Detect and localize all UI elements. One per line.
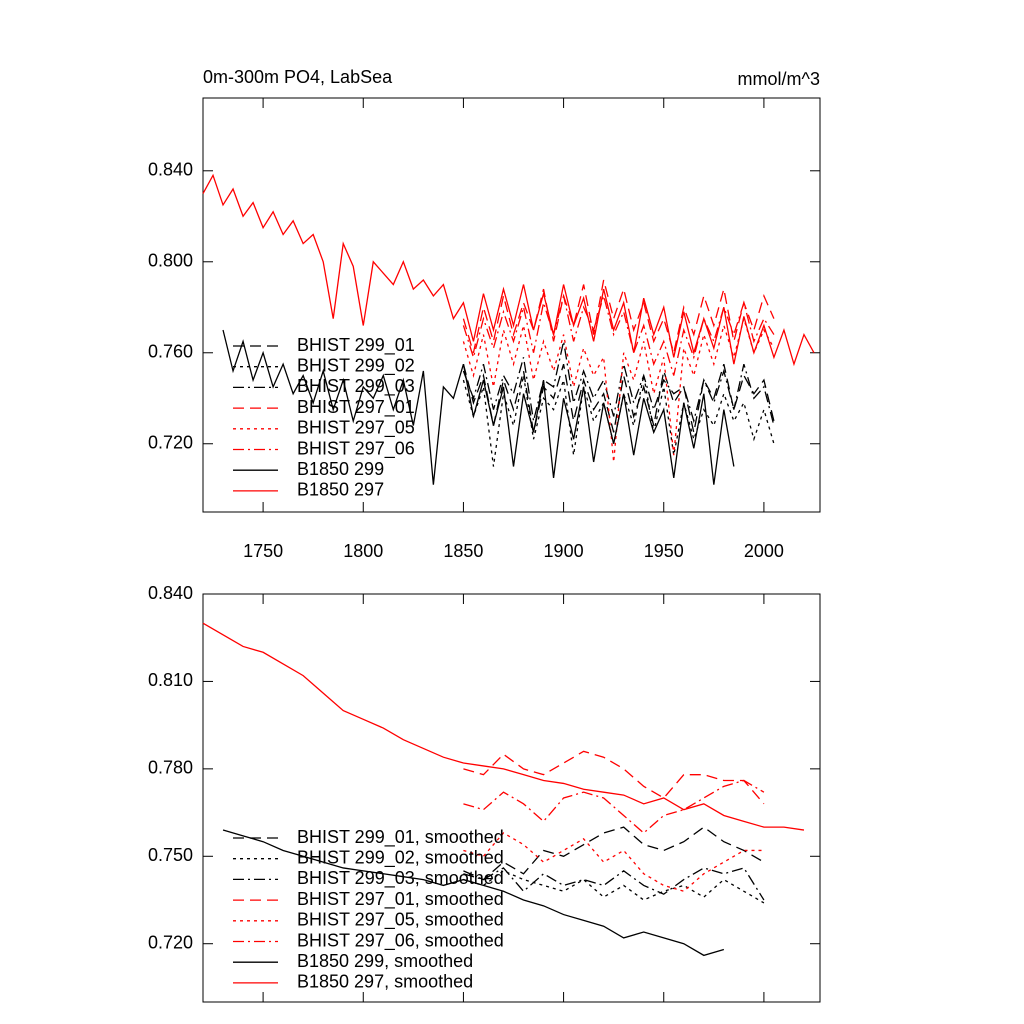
x-tick-label: 1900	[544, 541, 584, 561]
y-tick-label: 0.720	[148, 932, 193, 952]
y-tick-label: 0.760	[148, 342, 193, 362]
x-tick-label: 2000	[744, 541, 784, 561]
series-line	[462, 279, 775, 353]
legend-label: BHIST 297_05	[297, 418, 415, 439]
y-tick-label: 0.780	[148, 758, 193, 778]
legend-label: BHIST 297_06, smoothed	[297, 930, 504, 951]
legend-label: BHIST 299_01	[297, 335, 415, 356]
x-tick-label: 1850	[443, 541, 483, 561]
x-tick-label: 1800	[343, 541, 383, 561]
y-tick-label: 0.840	[148, 583, 193, 603]
legend-label: BHIST 299_03, smoothed	[297, 868, 504, 889]
series-line	[463, 867, 765, 901]
series-line	[463, 832, 764, 892]
legend-label: BHIST 299_02	[297, 355, 415, 376]
plot-frame	[202, 97, 821, 513]
legend-label: B1850 297, smoothed	[297, 972, 473, 992]
plot-frame	[202, 593, 821, 1003]
x-tick-label: 1750	[243, 541, 283, 561]
units-label: mmol/m^3	[738, 69, 820, 89]
legend-label: BHIST 299_03	[297, 376, 415, 397]
y-tick-label: 0.750	[148, 845, 193, 865]
legend-label: BHIST 297_05, smoothed	[297, 910, 504, 931]
series-line	[462, 341, 775, 426]
legend-label: BHIST 297_01, smoothed	[297, 889, 504, 910]
series-line	[222, 829, 725, 957]
series-line	[222, 329, 735, 485]
y-tick-label: 0.840	[148, 160, 193, 180]
legend-label: BHIST 299_01, smoothed	[297, 827, 504, 848]
series-line	[463, 750, 765, 805]
y-tick-label: 0.720	[148, 433, 193, 453]
legend-label: B1850 297	[297, 480, 384, 500]
series-line	[463, 870, 765, 904]
series-line	[202, 173, 815, 367]
y-tick-label: 0.800	[148, 251, 193, 271]
chart-title: 0m-300m PO4, LabSea	[203, 67, 393, 87]
x-tick-label: 1950	[644, 541, 684, 561]
series-line	[463, 826, 765, 881]
y-tick-label: 0.810	[148, 670, 193, 690]
legend-label: BHIST 297_01	[297, 397, 415, 418]
legend-label: BHIST 297_06	[297, 438, 415, 459]
legend-label: B1850 299	[297, 459, 384, 479]
series-line	[202, 622, 805, 831]
legend-label: B1850 299, smoothed	[297, 951, 473, 971]
legend-label: BHIST 299_02, smoothed	[297, 847, 504, 868]
